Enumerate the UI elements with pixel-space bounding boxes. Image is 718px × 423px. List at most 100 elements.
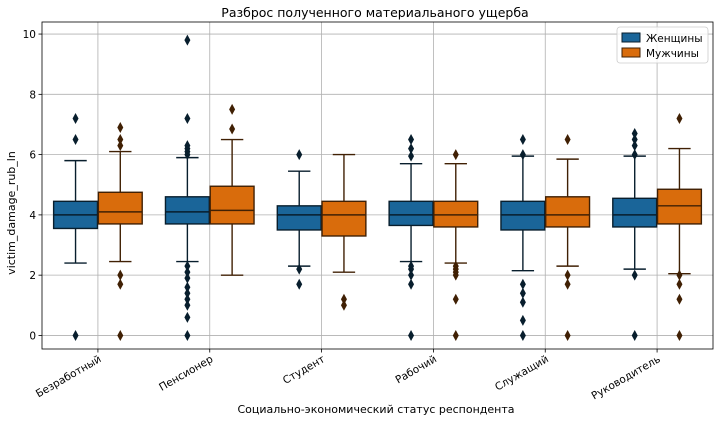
box-Мужчины-Служащий <box>544 134 591 341</box>
outlier-point <box>184 140 191 152</box>
outlier-point <box>184 266 191 278</box>
box-Женщины-Студент <box>276 149 322 290</box>
outlier-point <box>631 149 638 161</box>
y-tick-label: 4 <box>29 210 36 222</box>
box-iqr <box>612 197 658 228</box>
box-Женщины-Рабочий <box>388 134 434 341</box>
outlier-point <box>117 269 124 281</box>
box-iqr <box>500 200 546 231</box>
outlier-point <box>519 278 526 290</box>
box-Мужчины-Рабочий <box>433 149 479 341</box>
outlier-point <box>452 329 459 341</box>
box-Женщины-Служащий <box>500 134 546 341</box>
box-iqr <box>276 205 322 231</box>
box-series <box>52 34 703 341</box>
x-tick-label: Рабочий <box>393 353 438 386</box>
box-Мужчины-Руководитель <box>656 112 703 341</box>
outlier-point <box>564 134 571 146</box>
box-iqr <box>433 200 479 228</box>
box-iqr <box>164 196 211 225</box>
outlier-point <box>452 260 459 272</box>
outlier-point <box>631 140 638 152</box>
outlier-point <box>184 287 191 299</box>
outlier-point <box>519 296 526 308</box>
outlier-point <box>564 278 571 290</box>
outlier-point <box>408 150 415 162</box>
outlier-point <box>184 272 191 284</box>
box-Женщины-Безработный <box>52 112 99 341</box>
box-Мужчины-Пенсионер <box>209 103 255 276</box>
y-axis-ticks: 0 2 4 6 8 10 <box>23 29 42 342</box>
legend-swatch <box>621 47 641 58</box>
legend-label: Мужчины <box>646 48 699 60</box>
legend: Женщины Мужчины <box>616 26 709 64</box>
outlier-point <box>519 287 526 299</box>
outlier-point <box>564 269 571 281</box>
x-tick-label: Служащий <box>493 353 551 393</box>
outlier-point <box>631 134 638 146</box>
y-tick-label: 8 <box>29 89 36 101</box>
x-axis-ticks: Безработный Пенсионер Студент Рабочий Служащ… <box>34 349 663 402</box>
outlier-point <box>117 134 124 146</box>
outlier-point <box>408 260 415 272</box>
outlier-point <box>631 128 638 140</box>
y-tick-label: 6 <box>29 150 36 162</box>
legend-swatch <box>621 32 641 43</box>
outlier-point <box>408 269 415 281</box>
x-tick-label: Студент <box>281 353 327 387</box>
y-axis-label: victim_damage_rub_ln <box>5 151 18 275</box>
outlier-point <box>564 329 571 341</box>
outlier-point <box>184 281 191 293</box>
plot-area-frame <box>41 21 714 350</box>
box-Мужчины-Безработный <box>97 121 143 341</box>
y-tick-label: 10 <box>23 29 36 41</box>
outlier-point <box>184 112 191 124</box>
x-tick-label: Руководитель <box>589 353 662 402</box>
outlier-point <box>340 299 347 311</box>
outlier-point <box>408 329 415 341</box>
outlier-point <box>296 263 303 275</box>
x-tick-label: Безработный <box>34 353 104 400</box>
box-iqr <box>656 188 703 225</box>
box-Мужчины-Студент <box>321 153 367 311</box>
outlier-point <box>631 269 638 281</box>
y-tick-label: 2 <box>29 270 36 282</box>
legend-label: Женщины <box>646 33 703 45</box>
outlier-point <box>184 293 191 305</box>
outlier-point <box>117 329 124 341</box>
outlier-point <box>519 314 526 326</box>
box-iqr <box>544 196 591 228</box>
box-iqr <box>388 200 434 227</box>
outlier-point <box>676 269 683 281</box>
outlier-point <box>452 149 459 161</box>
outlier-point <box>519 329 526 341</box>
outlier-point <box>676 329 683 341</box>
outlier-point <box>72 112 79 124</box>
outlier-point <box>631 329 638 341</box>
outlier-point <box>519 134 526 146</box>
outlier-point <box>408 143 415 155</box>
chart-title: Разброс полученного материальаного ущерб… <box>221 5 528 20</box>
outlier-point <box>184 329 191 341</box>
outlier-point <box>184 311 191 323</box>
outlier-point <box>229 103 236 115</box>
box-iqr <box>209 185 255 225</box>
outlier-point <box>229 123 236 135</box>
outlier-point <box>72 329 79 341</box>
outlier-point <box>676 278 683 290</box>
outlier-point <box>340 293 347 305</box>
outlier-point <box>184 299 191 311</box>
outlier-point <box>676 293 683 305</box>
outlier-point <box>676 112 683 124</box>
outlier-point <box>184 34 191 46</box>
outlier-point <box>184 260 191 272</box>
outlier-point <box>408 278 415 290</box>
x-axis-label: Социально-экономический статус респонден… <box>237 403 514 416</box>
box-Женщины-Пенсионер <box>164 34 211 341</box>
outlier-point <box>408 134 415 146</box>
outlier-point <box>452 293 459 305</box>
box-Женщины-Руководитель <box>612 128 658 341</box>
outlier-point <box>519 149 526 161</box>
y-tick-label: 0 <box>29 330 36 342</box>
